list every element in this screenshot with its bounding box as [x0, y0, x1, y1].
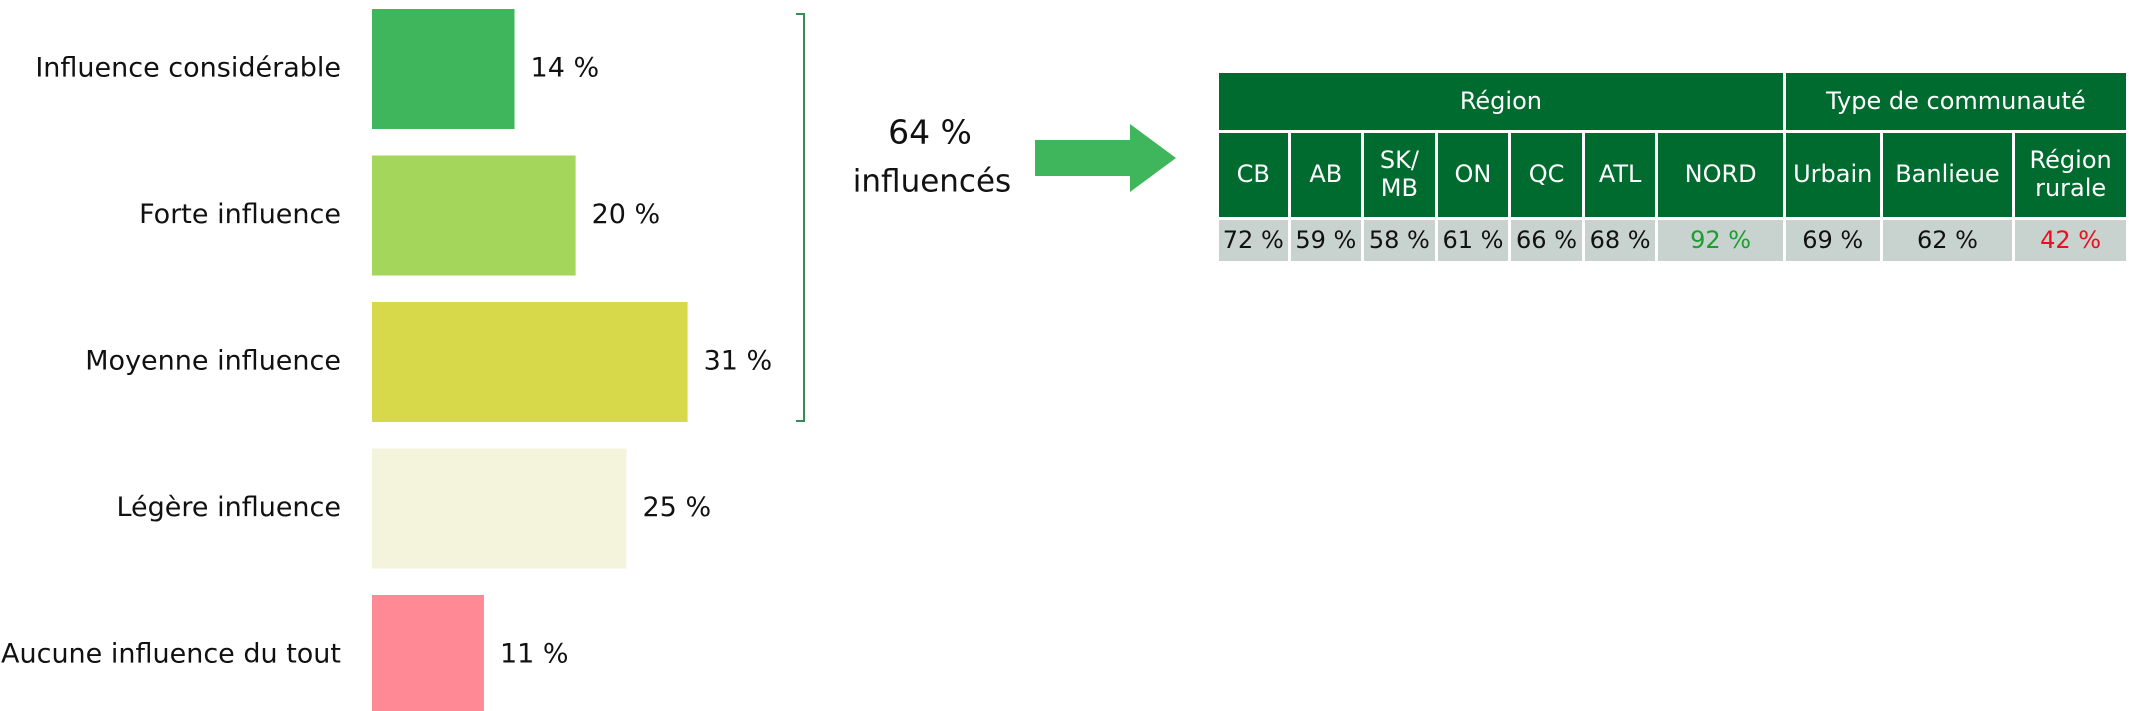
- column-header: NORD: [1658, 133, 1783, 217]
- column-header: Région rurale: [2015, 133, 2126, 217]
- bar: [372, 9, 515, 129]
- category-label: Forte influence: [139, 199, 341, 230]
- column-header: AB: [1290, 133, 1362, 217]
- table-cell: 72 %: [1219, 220, 1288, 261]
- annotation-text: influencés: [853, 164, 1011, 200]
- category-label: Influence considérable: [35, 53, 341, 84]
- table-cell: 58 %: [1364, 220, 1435, 261]
- group-header: Région: [1219, 73, 1783, 130]
- column-header: ATL: [1584, 133, 1656, 217]
- table-cell: 59 %: [1290, 220, 1362, 261]
- annotation-value: 64 %: [888, 113, 972, 152]
- column-header: CB: [1219, 133, 1288, 217]
- category-label: Légère influence: [116, 492, 341, 523]
- table-cell: 42 %: [2015, 220, 2126, 261]
- column-header: QC: [1511, 133, 1582, 217]
- value-label: 20 %: [592, 199, 661, 230]
- table-cell: 69 %: [1785, 220, 1880, 261]
- table-cell: 61 %: [1437, 220, 1509, 261]
- column-header: SK/ MB: [1364, 133, 1435, 217]
- value-label: 14 %: [531, 53, 600, 84]
- table-cell: 92 %: [1658, 220, 1783, 261]
- bracket: [796, 13, 805, 422]
- table: Région Type de communauté CB AB SK/ MB ON QC AT…: [1216, 70, 2129, 264]
- bar: [372, 302, 688, 422]
- bar: [372, 448, 627, 569]
- column-header: Urbain: [1785, 133, 1880, 217]
- bar: [372, 155, 576, 276]
- bar: [372, 595, 484, 711]
- value-label: 11 %: [500, 639, 569, 670]
- value-label: 31 %: [704, 346, 773, 377]
- category-label: Moyenne influence: [85, 346, 341, 377]
- table-cell: 62 %: [1882, 220, 2013, 261]
- table-cell: 66 %: [1511, 220, 1582, 261]
- column-header: Banlieue: [1882, 133, 2013, 217]
- group-header: Type de communauté: [1785, 73, 2126, 130]
- table-cell: 68 %: [1584, 220, 1656, 261]
- arrow: [1035, 124, 1176, 192]
- value-label: 25 %: [643, 492, 712, 523]
- column-header: ON: [1437, 133, 1509, 217]
- category-label: Aucune influence du tout: [1, 639, 341, 670]
